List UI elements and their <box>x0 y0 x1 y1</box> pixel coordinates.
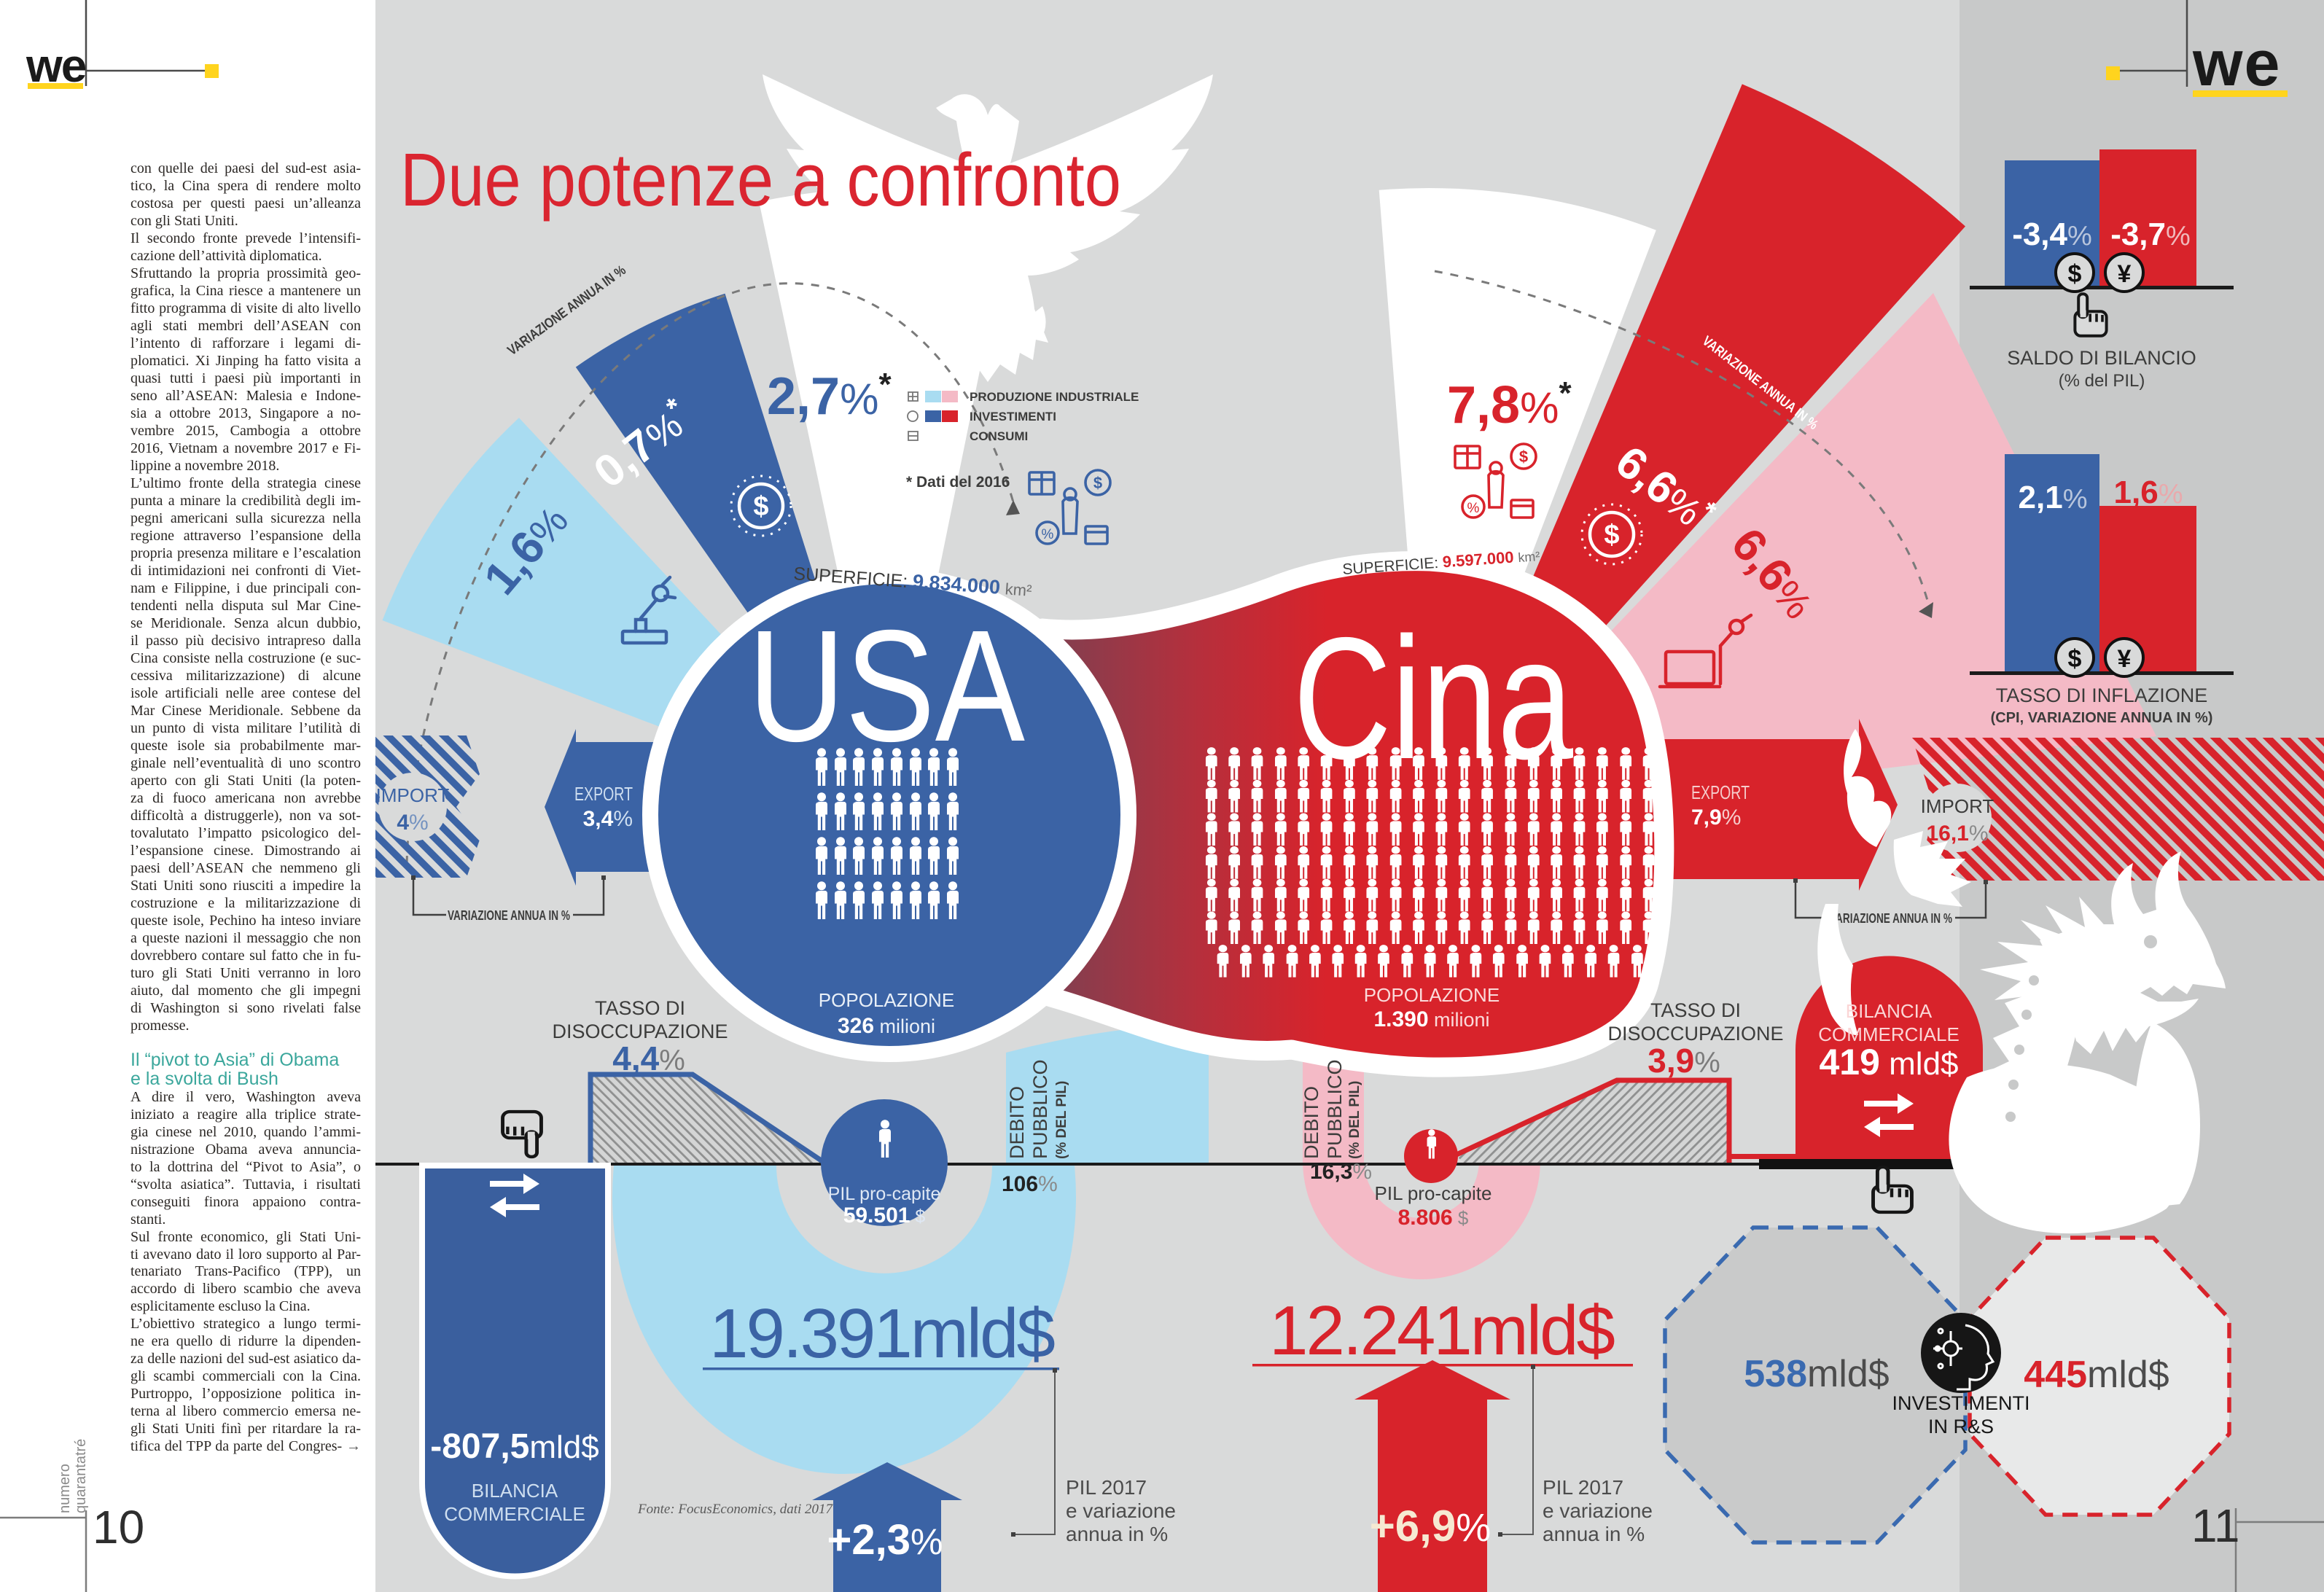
svg-text:¥: ¥ <box>2118 260 2132 288</box>
svg-text:19.391mld$: 19.391mld$ <box>709 1295 1054 1373</box>
svg-text:326 milioni: 326 milioni <box>838 1014 935 1038</box>
svg-text:419 mld$: 419 mld$ <box>1819 1042 1958 1082</box>
svg-text:VARIAZIONE ANNUA IN %: VARIAZIONE ANNUA IN % <box>1830 911 1952 926</box>
svg-text:445mld$: 445mld$ <box>2024 1354 2169 1396</box>
svg-text:POPOLAZIONE: POPOLAZIONE <box>1364 984 1500 1006</box>
svg-text:8.806 $: 8.806 $ <box>1398 1206 1469 1230</box>
svg-text:$: $ <box>1519 448 1528 466</box>
svg-text:DISOCCUPAZIONE: DISOCCUPAZIONE <box>552 1021 728 1042</box>
svg-text:3,4%: 3,4% <box>583 807 633 831</box>
svg-text:$: $ <box>1604 520 1619 550</box>
svg-text:(% DEL PIL): (% DEL PIL) <box>1347 1081 1362 1159</box>
svg-text:PUBBLICO: PUBBLICO <box>1029 1059 1051 1159</box>
svg-text:INVESTIMENTI: INVESTIMENTI <box>970 410 1056 424</box>
svg-text:$: $ <box>1093 474 1102 492</box>
svg-text:TASSO DI INFLAZIONE: TASSO DI INFLAZIONE <box>1996 684 2208 706</box>
svg-text:4%: 4% <box>397 811 428 835</box>
svg-text:PIL 2017: PIL 2017 <box>1543 1476 1623 1499</box>
svg-text:DEBITO: DEBITO <box>1301 1086 1322 1159</box>
svg-text:INVESTIMENTI: INVESTIMENTI <box>1892 1392 2029 1414</box>
svg-text:¥: ¥ <box>2118 645 2132 673</box>
svg-text:2,1%: 2,1% <box>2019 480 2088 515</box>
svg-text:$: $ <box>753 491 768 522</box>
svg-text:BILANCIA: BILANCIA <box>1846 1000 1933 1022</box>
svg-text:106%: 106% <box>1002 1172 1058 1196</box>
svg-text:11: 11 <box>2191 1499 2239 1552</box>
svg-text:IMPORT: IMPORT <box>1921 795 1994 817</box>
svg-text:16,3%: 16,3% <box>1310 1160 1372 1184</box>
svg-text:USA: USA <box>748 598 1025 775</box>
svg-text:COMMERCIALE: COMMERCIALE <box>1818 1023 1960 1045</box>
svg-text:2,7%*: 2,7%* <box>767 367 892 426</box>
svg-text:$: $ <box>2068 260 2082 288</box>
svg-text:59.501 $: 59.501 $ <box>843 1203 926 1228</box>
svg-text:-3,4%: -3,4% <box>2012 216 2092 252</box>
svg-text:PIL pro-capite: PIL pro-capite <box>828 1184 941 1204</box>
svg-text:e variazione: e variazione <box>1543 1499 1653 1522</box>
svg-text:DEBITO: DEBITO <box>1006 1086 1028 1159</box>
svg-text:1.390 milioni: 1.390 milioni <box>1373 1007 1489 1031</box>
svg-text:PRODUZIONE INDUSTRIALE: PRODUZIONE INDUSTRIALE <box>970 390 1139 404</box>
svg-text:numero: numero <box>57 1464 73 1513</box>
svg-text:7,9%: 7,9% <box>1691 805 1741 830</box>
svg-text:%: % <box>1467 501 1480 516</box>
svg-text:(% del PIL): (% del PIL) <box>2059 371 2145 391</box>
svg-text:%: % <box>1042 527 1054 542</box>
svg-text:10: 10 <box>93 1501 144 1553</box>
svg-text:VARIAZIONE ANNUA IN %: VARIAZIONE ANNUA IN % <box>448 908 570 923</box>
svg-text:we: we <box>2192 27 2281 99</box>
svg-text:POPOLAZIONE: POPOLAZIONE <box>819 989 954 1011</box>
svg-text:* Dati del 2016: * Dati del 2016 <box>906 474 1010 491</box>
svg-text:4,4%: 4,4% <box>612 1039 685 1077</box>
svg-text:$: $ <box>2068 645 2082 673</box>
svg-text:PUBBLICO: PUBBLICO <box>1324 1059 1346 1159</box>
svg-text:(% DEL PIL): (% DEL PIL) <box>1054 1081 1069 1159</box>
svg-text:12.241mld$: 12.241mld$ <box>1269 1292 1614 1370</box>
svg-text:TASSO DI: TASSO DI <box>595 997 685 1019</box>
svg-text:538mld$: 538mld$ <box>1744 1353 1890 1395</box>
svg-text:quarantatré: quarantatré <box>73 1439 89 1513</box>
svg-text:+6,9%: +6,9% <box>1370 1502 1491 1550</box>
svg-text:PIL 2017: PIL 2017 <box>1066 1476 1147 1499</box>
svg-text:TASSO DI: TASSO DI <box>1650 999 1741 1021</box>
svg-text:PIL pro-capite: PIL pro-capite <box>1375 1182 1492 1204</box>
svg-text:Due potenze a confronto: Due potenze a confronto <box>400 138 1121 222</box>
svg-text:e variazione: e variazione <box>1066 1499 1176 1522</box>
svg-text:16,1%: 16,1% <box>1926 822 1988 846</box>
svg-text:IN R&S: IN R&S <box>1928 1416 1994 1437</box>
svg-text:EXPORT: EXPORT <box>1691 781 1750 803</box>
svg-text:annua in %: annua in % <box>1066 1523 1168 1545</box>
svg-text:BILANCIA: BILANCIA <box>472 1480 558 1502</box>
svg-text:SALDO DI BILANCIO: SALDO DI BILANCIO <box>2007 347 2196 369</box>
svg-text:-807,5mld$: -807,5mld$ <box>430 1427 598 1466</box>
svg-text:3,9%: 3,9% <box>1648 1042 1720 1080</box>
svg-text:1,6%: 1,6% <box>2114 475 2183 510</box>
svg-text:-3,7%: -3,7% <box>2110 216 2191 252</box>
svg-text:CONSUMI: CONSUMI <box>970 429 1028 443</box>
svg-text:DISOCCUPAZIONE: DISOCCUPAZIONE <box>1607 1023 1783 1045</box>
svg-text:EXPORT: EXPORT <box>574 783 633 805</box>
svg-text:COMMERCIALE: COMMERCIALE <box>444 1503 585 1525</box>
svg-text:(CPI, VARIAZIONE ANNUA IN %): (CPI, VARIAZIONE ANNUA IN %) <box>1991 710 2213 726</box>
svg-text:7,8%*: 7,8%* <box>1447 375 1572 434</box>
svg-text:Cina: Cina <box>1293 602 1573 795</box>
svg-text:annua in %: annua in % <box>1543 1523 1645 1545</box>
svg-text:Fonte: FocusEconomics, dati 20: Fonte: FocusEconomics, dati 2017 <box>637 1502 834 1517</box>
svg-text:IMPORT: IMPORT <box>376 784 450 806</box>
svg-text:+2,3%: +2,3% <box>827 1516 943 1564</box>
